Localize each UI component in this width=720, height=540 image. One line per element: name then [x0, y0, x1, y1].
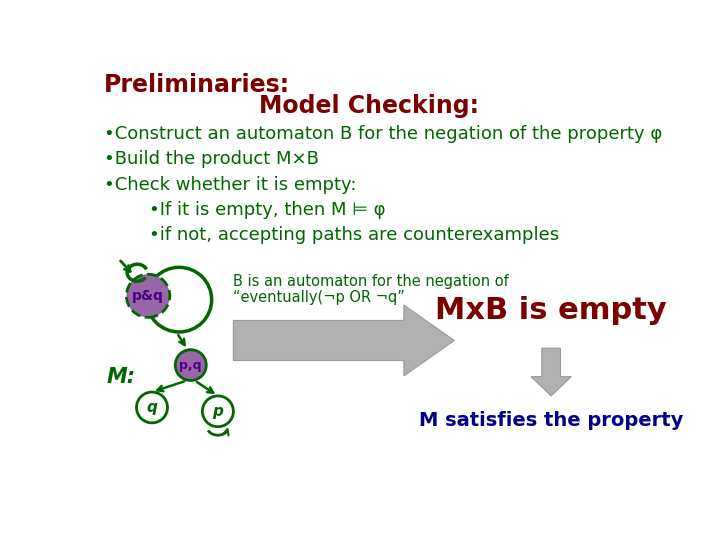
- Circle shape: [202, 396, 233, 427]
- Text: •Build the product M×B: •Build the product M×B: [104, 150, 319, 168]
- Circle shape: [137, 392, 168, 423]
- Circle shape: [127, 274, 170, 318]
- Text: q: q: [147, 400, 158, 415]
- Text: B is an automaton for the negation of: B is an automaton for the negation of: [233, 274, 509, 289]
- Text: M:: M:: [107, 367, 136, 387]
- Polygon shape: [233, 305, 454, 376]
- Text: p&q: p&q: [132, 289, 164, 303]
- Text: •Construct an automaton B for the negation of the property φ: •Construct an automaton B for the negati…: [104, 125, 662, 143]
- Text: •Check whether it is empty:: •Check whether it is empty:: [104, 176, 356, 194]
- Text: “eventually(¬p OR ¬q”: “eventually(¬p OR ¬q”: [233, 289, 405, 305]
- Polygon shape: [531, 348, 571, 396]
- Text: Model Checking:: Model Checking:: [259, 94, 479, 118]
- Text: MxB is empty: MxB is empty: [436, 296, 667, 325]
- Text: •if not, accepting paths are counterexamples: •if not, accepting paths are counterexam…: [126, 226, 559, 245]
- Text: M satisfies the property: M satisfies the property: [419, 411, 683, 430]
- Text: •If it is empty, then M ⊨ φ: •If it is empty, then M ⊨ φ: [126, 201, 385, 219]
- Text: Preliminaries:: Preliminaries:: [104, 72, 290, 97]
- Text: p: p: [212, 404, 223, 419]
- Text: p,q: p,q: [179, 359, 202, 372]
- Circle shape: [175, 350, 206, 381]
